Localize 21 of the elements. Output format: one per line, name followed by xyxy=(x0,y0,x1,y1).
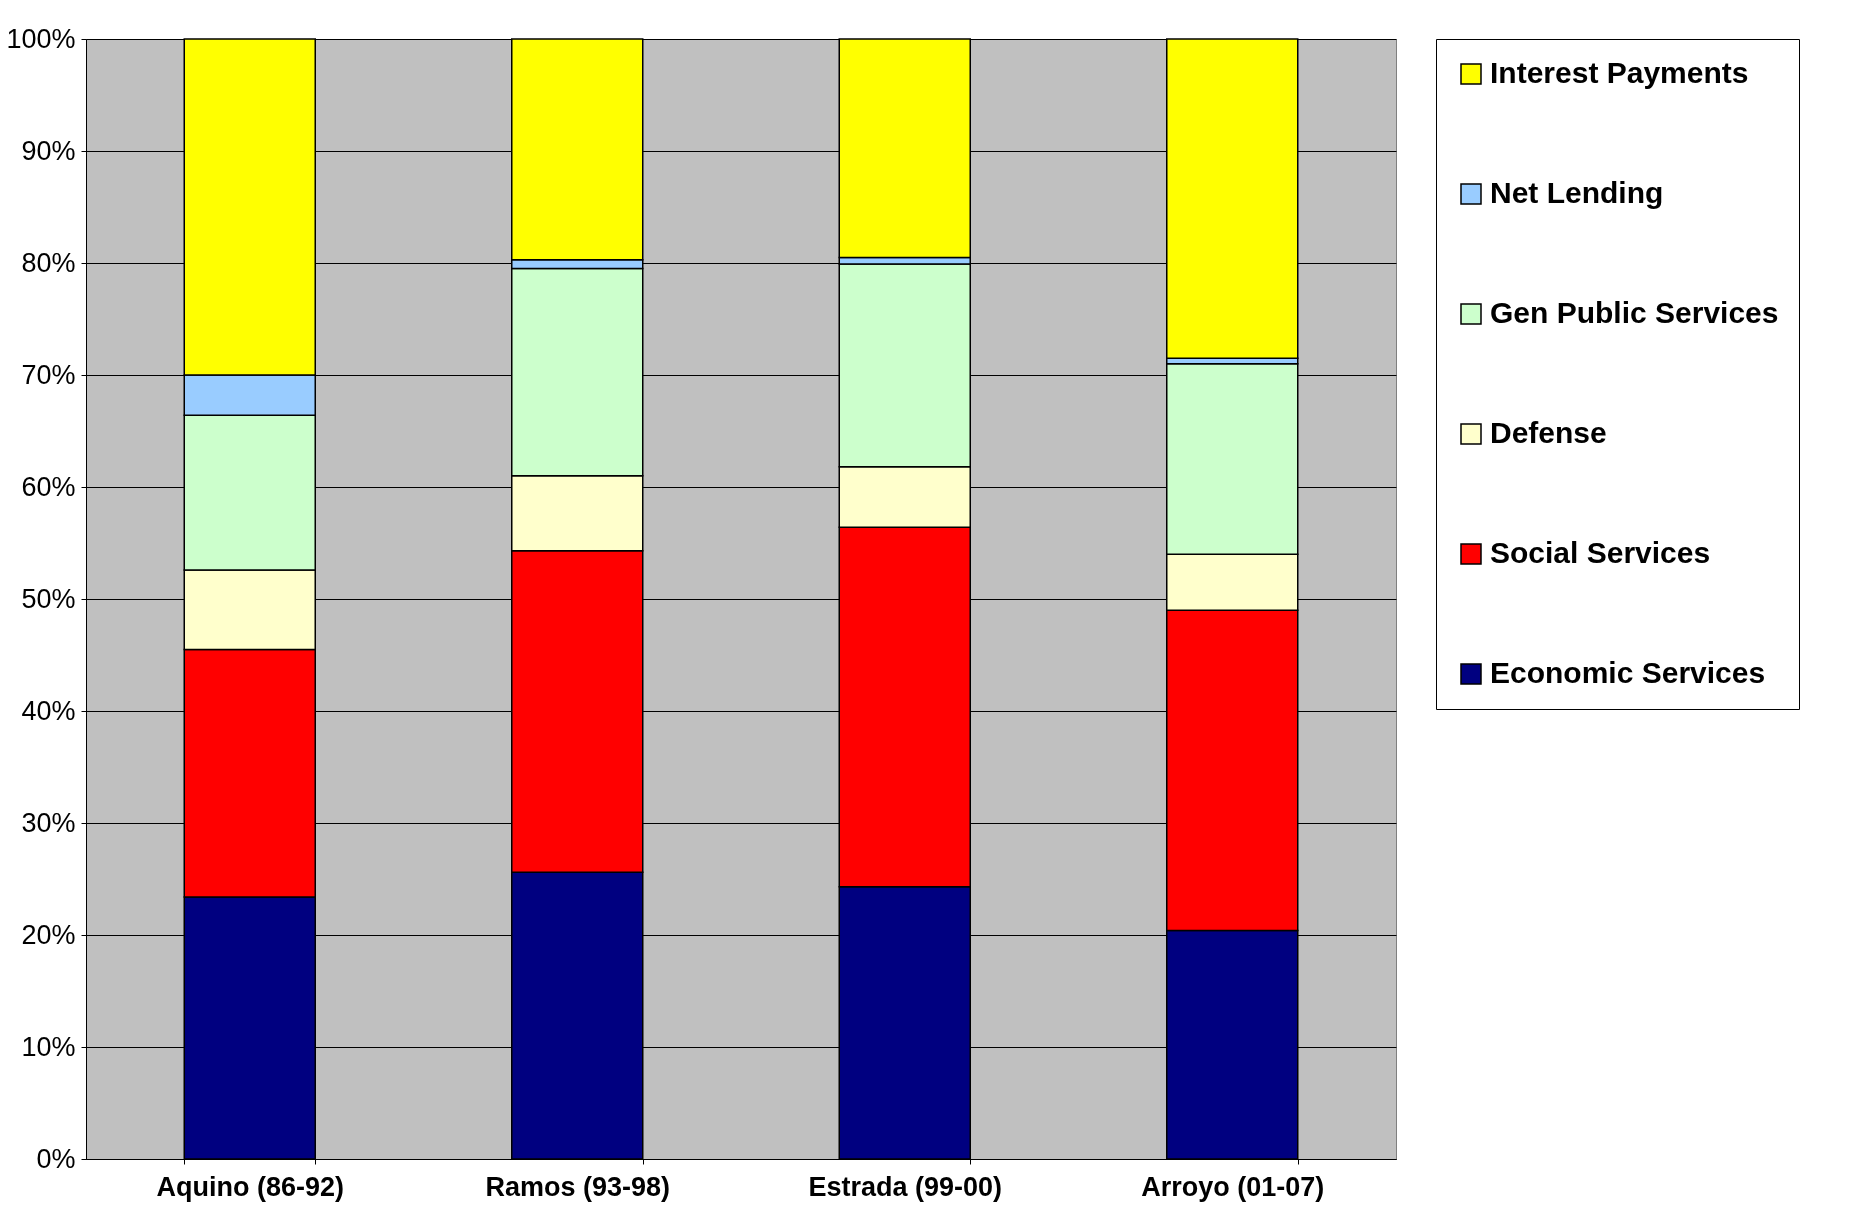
y-tick-label: 20% xyxy=(21,919,76,950)
y-tick-label: 70% xyxy=(21,359,76,390)
legend-label: Economic Services xyxy=(1490,656,1766,689)
y-tick-label: 40% xyxy=(21,695,76,726)
x-tick-label: Aquino (86-92) xyxy=(156,1171,345,1202)
legend-label: Net Lending xyxy=(1490,176,1664,209)
y-tick-label: 80% xyxy=(21,247,76,278)
y-tick-label: 0% xyxy=(36,1143,76,1174)
legend-label: Interest Payments xyxy=(1490,56,1749,89)
y-tick-label: 10% xyxy=(21,1031,76,1062)
x-tick-label: Estrada (99-00) xyxy=(808,1171,1003,1202)
y-tick-label: 50% xyxy=(21,583,76,614)
y-tick-label: 90% xyxy=(21,135,76,166)
legend-label: Gen Public Services xyxy=(1490,296,1779,329)
y-tick-label: 100% xyxy=(6,23,76,54)
legend-label: Social Services xyxy=(1490,536,1711,569)
x-tick-label: Arroyo (01-07) xyxy=(1141,1171,1325,1202)
y-tick-label: 30% xyxy=(21,807,76,838)
legend-label: Defense xyxy=(1490,416,1607,449)
x-tick-label: Ramos (93-98) xyxy=(485,1171,671,1202)
y-tick-label: 60% xyxy=(21,471,76,502)
